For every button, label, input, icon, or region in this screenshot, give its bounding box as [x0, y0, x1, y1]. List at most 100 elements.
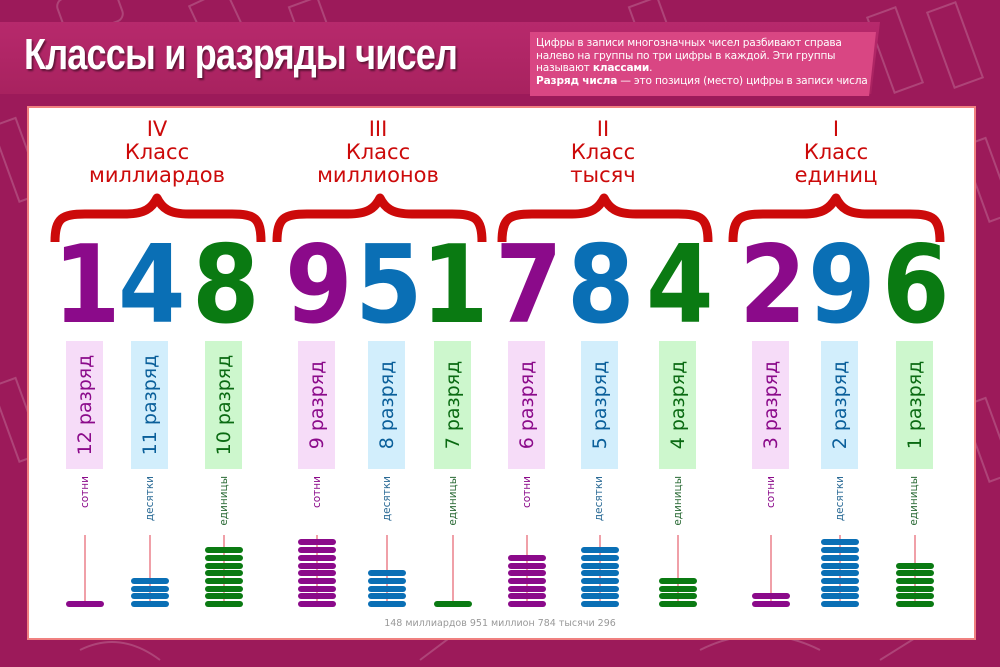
abacus-bead — [581, 593, 619, 600]
class-label-millions: III Класс миллионов — [268, 118, 488, 187]
abacus-bead — [508, 570, 546, 577]
place-label-units: единицы — [904, 476, 924, 536]
abacus-bead — [298, 554, 336, 561]
number-in-words: 148 миллиардов 951 миллион 784 тысячи 29… — [384, 618, 616, 629]
description-box — [530, 32, 876, 96]
digit-rank-1: 6 — [881, 223, 950, 348]
abacus-bead — [581, 562, 619, 569]
digit-rank-9: 9 — [284, 223, 353, 348]
abacus-rod — [770, 535, 772, 604]
digit-rank-10: 8 — [191, 223, 260, 348]
abacus-bead — [659, 577, 697, 584]
place-text: сотни — [311, 476, 323, 509]
abacus-bead — [368, 601, 406, 607]
place-label-units: единицы — [214, 476, 234, 536]
abacus-bead — [368, 593, 406, 600]
abacus-bead — [131, 585, 169, 592]
place-text: сотни — [79, 476, 91, 509]
class-label-billions: IV Класс миллиардов — [47, 118, 267, 187]
abacus-bead — [508, 577, 546, 584]
place-text: десятки — [381, 476, 393, 522]
abacus-bead — [368, 570, 406, 577]
place-label-tens: десятки — [589, 476, 609, 536]
term-classes: классами — [592, 62, 650, 75]
brace-icon — [497, 193, 713, 243]
abacus-bead — [298, 593, 336, 600]
place-text: единицы — [908, 476, 920, 526]
abacus-bead — [659, 585, 697, 592]
abacus-bead — [298, 539, 336, 546]
place-label-hundreds: сотни — [517, 476, 537, 536]
place-text: десятки — [834, 476, 846, 522]
place-text: сотни — [765, 476, 777, 509]
rank-pill-12: 12 разряд — [66, 341, 103, 469]
abacus-bead — [66, 601, 104, 607]
abacus-bead — [581, 585, 619, 592]
description-fragment: называют — [536, 62, 593, 75]
place-label-hundreds: сотни — [75, 476, 95, 536]
abacus-bead — [298, 577, 336, 584]
description-fragment: . — [649, 62, 653, 75]
class-label-units: I Класс единиц — [726, 118, 946, 187]
rank-label: 8 разряд — [375, 360, 398, 450]
rank-pill-8: 8 разряд — [368, 341, 405, 469]
abacus-bead — [896, 570, 934, 577]
abacus-bead — [752, 593, 790, 600]
abacus-rod — [526, 535, 528, 604]
rank-label: 12 разряд — [73, 354, 96, 456]
rank-pill-7: 7 разряд — [434, 341, 471, 469]
digit-rank-4: 4 — [645, 223, 714, 348]
rank-label: 11 разряд — [138, 354, 161, 456]
rank-pill-2: 2 разряд — [821, 341, 858, 469]
brace-icon — [50, 193, 266, 243]
abacus-bead — [752, 601, 790, 607]
abacus-bead — [821, 577, 859, 584]
digit-rank-11: 4 — [117, 223, 186, 348]
place-label-tens: десятки — [140, 476, 160, 536]
abacus-rod — [84, 535, 86, 604]
place-label-units: единицы — [443, 476, 463, 536]
place-text: единицы — [447, 476, 459, 526]
abacus-bead — [298, 562, 336, 569]
digit-rank-3: 2 — [738, 223, 807, 348]
description-fragment: — это позиция (место) цифры в записи чис… — [617, 74, 868, 87]
rank-label: 2 разряд — [828, 360, 851, 450]
abacus-bead — [508, 593, 546, 600]
rank-label: 6 разряд — [515, 360, 538, 450]
rank-pill-6: 6 разряд — [508, 341, 545, 469]
class-name: тысяч — [570, 163, 636, 187]
digit-rank-5: 8 — [566, 223, 635, 348]
abacus-bead — [205, 601, 243, 607]
place-label-units: единицы — [668, 476, 688, 536]
abacus-bead — [298, 601, 336, 607]
rank-pill-11: 11 разряд — [131, 341, 168, 469]
rank-pill-1: 1 разряд — [896, 341, 933, 469]
abacus-rod — [677, 535, 679, 604]
rank-pill-3: 3 разряд — [752, 341, 789, 469]
rank-label: 10 разряд — [212, 354, 235, 456]
description-line: налево на группы по три цифры в каждой. … — [536, 49, 836, 62]
abacus-bead — [508, 554, 546, 561]
place-text: единицы — [672, 476, 684, 526]
class-name: миллиардов — [89, 163, 225, 187]
rank-pill-10: 10 разряд — [205, 341, 242, 469]
abacus-bead — [508, 562, 546, 569]
abacus-bead — [821, 570, 859, 577]
place-label-hundreds: сотни — [307, 476, 327, 536]
abacus-bead — [821, 585, 859, 592]
class-braces — [50, 193, 945, 243]
brace-icon — [272, 193, 487, 243]
class-word: Класс — [124, 140, 190, 164]
abacus-bead — [368, 585, 406, 592]
place-text: десятки — [144, 476, 156, 522]
term-rank: Разряд числа — [536, 74, 618, 87]
abacus-bead — [205, 554, 243, 561]
class-name: миллионов — [317, 163, 439, 187]
abacus-bead — [298, 585, 336, 592]
abacus-bead — [581, 554, 619, 561]
class-label-thousands: II Класс тысяч — [493, 118, 713, 187]
page-title: Классы и разряды чисел — [24, 30, 458, 79]
abacus-bead — [131, 601, 169, 607]
abacus-bead — [896, 577, 934, 584]
abacus-bead — [821, 539, 859, 546]
